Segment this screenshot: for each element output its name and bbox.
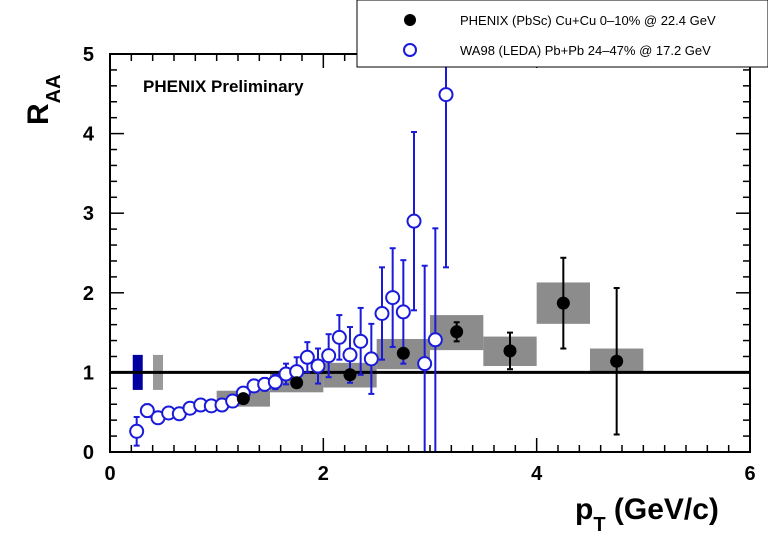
wa98-point xyxy=(427,332,443,348)
y-tick-label: 0 xyxy=(83,442,94,464)
wa98-point xyxy=(406,213,422,229)
y-axis-title: RAA xyxy=(22,74,65,125)
x-tick-label: 0 xyxy=(104,463,115,485)
wa98-point xyxy=(321,348,337,364)
wa98-point xyxy=(139,403,155,419)
y-tick-label: 2 xyxy=(83,283,94,305)
x-tick-label: 4 xyxy=(531,463,543,485)
wa98-point xyxy=(129,423,145,439)
phenix-point xyxy=(610,354,624,368)
y-axis-title-main: R xyxy=(22,103,55,125)
x-axis-title: pT (GeV/c) xyxy=(575,493,719,534)
wa98-point xyxy=(374,305,390,321)
y-tick-label: 5 xyxy=(83,44,94,66)
wa98-point xyxy=(267,374,283,390)
wa98-point xyxy=(438,87,454,103)
y-axis-title-sub: AA xyxy=(43,74,65,103)
y-tick-label: 3 xyxy=(83,203,94,225)
legend: PHENIX (PbSc) Cu+Cu 0–10% @ 22.4 GeV WA9… xyxy=(356,0,768,68)
phenix-point xyxy=(503,344,517,358)
phenix-point xyxy=(450,325,464,339)
legend-label-phenix: PHENIX (PbSc) Cu+Cu 0–10% @ 22.4 GeV xyxy=(460,13,716,28)
wa98-point xyxy=(395,304,411,320)
wa98-point xyxy=(331,329,347,345)
x-tick-label: 6 xyxy=(744,463,755,485)
x-axis-title-rest: (GeV/c) xyxy=(606,493,719,526)
phenix-point xyxy=(343,368,357,382)
y-tick-label: 4 xyxy=(83,124,95,146)
x-axis-title-main: p xyxy=(575,493,593,526)
phenix-point xyxy=(556,296,570,310)
x-tick-label: 2 xyxy=(318,463,329,485)
phenix-point xyxy=(396,346,410,360)
wa98-point xyxy=(417,356,433,372)
wa98-point xyxy=(353,333,369,349)
data-points xyxy=(129,87,624,439)
wa98-point xyxy=(289,364,305,380)
wa98-point xyxy=(385,290,401,306)
legend-label-wa98: WA98 (LEDA) Pb+Pb 24–47% @ 17.2 GeV xyxy=(460,43,711,58)
plot-frame xyxy=(109,53,751,453)
error-bars xyxy=(133,54,620,452)
tick-labels: 0 2 4 6 0 1 2 3 4 5 xyxy=(83,44,756,485)
axis-ticks xyxy=(109,53,751,453)
x-axis-title-sub: T xyxy=(593,514,605,534)
phenix-point xyxy=(236,392,250,406)
wa98-point xyxy=(310,358,326,374)
wa98-point xyxy=(363,351,379,367)
phenix-point xyxy=(290,376,304,390)
legend-marker-phenix xyxy=(404,14,416,26)
legend-box xyxy=(356,0,768,68)
wa98-point xyxy=(342,347,358,363)
wa98-point xyxy=(299,349,315,365)
legend-marker-wa98 xyxy=(403,43,417,57)
annotation-text: PHENIX Preliminary xyxy=(143,77,304,96)
y-tick-label: 1 xyxy=(83,362,94,384)
